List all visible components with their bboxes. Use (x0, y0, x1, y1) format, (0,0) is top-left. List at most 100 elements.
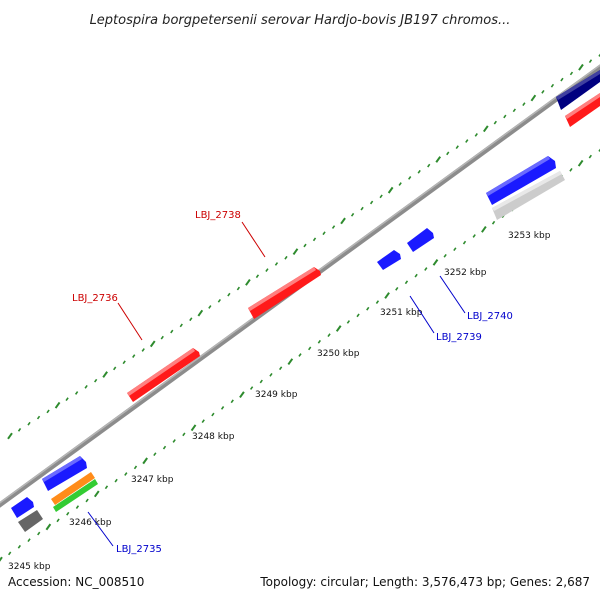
tick-mark (588, 154, 592, 159)
tick-mark (56, 518, 60, 523)
tick-mark (220, 406, 225, 410)
tick-mark (491, 220, 496, 225)
tick-mark (182, 432, 186, 437)
tick-mark (395, 287, 399, 291)
tick-mark (427, 163, 431, 168)
tick-mark (179, 323, 183, 328)
gene-label-lbj2736[interactable]: LBJ_2736 (72, 293, 118, 304)
tick-mark (93, 490, 100, 498)
tick-mark (54, 401, 61, 409)
tick-mark (255, 274, 260, 279)
tick-mark (369, 200, 374, 205)
tick-mark (17, 427, 22, 432)
gene-lightgray-right[interactable] (492, 171, 565, 220)
tick-mark (104, 485, 109, 490)
tick-mark (85, 498, 89, 503)
tick-mark (189, 317, 193, 322)
tick-mark (208, 305, 212, 309)
accession-text: Accession: NC_008510 (8, 575, 144, 589)
kbp-label: 3249 kbp (255, 390, 298, 400)
tick-mark (292, 248, 299, 256)
label-leaders (87, 221, 466, 547)
tick-mark (153, 452, 157, 457)
tick-mark (230, 399, 234, 404)
tick-mark (298, 353, 302, 357)
tick-mark (408, 176, 412, 180)
gene-features (11, 70, 600, 532)
tick-mark (245, 278, 251, 286)
tick-mark (462, 240, 467, 245)
tick-mark (236, 286, 241, 291)
gene-orange[interactable] (51, 472, 95, 505)
tick-mark (493, 120, 497, 125)
tick-mark (308, 346, 312, 351)
gene-lbj2736[interactable] (127, 348, 200, 402)
tick-mark (27, 421, 31, 426)
gene-gray-left[interactable] (18, 510, 43, 532)
tick-mark (114, 478, 118, 483)
gene-lbj2738[interactable] (248, 267, 321, 319)
kbp-label: 3246 kbp (69, 518, 112, 528)
kbp-label: 3248 kbp (192, 432, 235, 442)
tick-mark (172, 439, 176, 443)
tick-mark (335, 325, 342, 332)
gene-blue-right-large[interactable] (486, 156, 556, 205)
gene-blue-left-small[interactable] (11, 497, 34, 518)
tick-mark (269, 372, 273, 377)
kbp-scale-labels: 3245 kbp 3246 kbp 3247 kbp 3248 kbp 3249… (8, 231, 551, 572)
tick-mark (472, 234, 476, 238)
tick-mark (327, 333, 331, 338)
tick-mark (75, 505, 80, 509)
tick-mark (443, 253, 447, 258)
kbp-label: 3247 kbp (131, 475, 174, 485)
gene-label-lbj2739[interactable]: LBJ_2739 (436, 332, 482, 343)
gene-lbj2740[interactable] (407, 228, 434, 252)
tick-mark (93, 378, 98, 383)
tick-mark (577, 159, 584, 167)
gene-navy-top-right[interactable] (556, 70, 600, 110)
tick-mark (474, 133, 478, 137)
tick-mark (331, 225, 336, 229)
tick-mark (36, 415, 41, 420)
tick-mark (46, 409, 50, 414)
tick-mark (201, 419, 205, 423)
tick-mark (588, 59, 593, 64)
gene-label-lbj2735[interactable]: LBJ_2735 (116, 544, 162, 555)
kbp-label: 3251 kbp (380, 308, 423, 318)
tick-mark (132, 354, 136, 358)
tick-mark (284, 255, 288, 260)
tick-mark (65, 397, 69, 401)
tick-mark (133, 465, 138, 470)
tick-mark (550, 83, 555, 88)
gene-label-lbj2740[interactable]: LBJ_2740 (467, 311, 513, 322)
gene-lbj2739[interactable] (377, 250, 401, 270)
tick-mark (569, 167, 573, 172)
tick-mark (522, 102, 526, 107)
tick-mark (598, 148, 600, 152)
gene-lbj2735[interactable] (42, 456, 87, 491)
tick-mark (414, 273, 418, 278)
tick-mark (197, 309, 204, 317)
tick-mark (312, 237, 317, 242)
tick-mark (239, 391, 245, 399)
tick-mark (541, 90, 545, 94)
tick-mark (45, 523, 52, 531)
kbp-label: 3250 kbp (317, 349, 360, 359)
gene-labels: LBJ_2736 LBJ_2738 LBJ_2735 LBJ_2739 LBJ_… (72, 210, 513, 555)
tick-mark (453, 247, 457, 252)
gene-green[interactable] (53, 479, 98, 512)
tick-mark (481, 225, 487, 233)
tick-mark (446, 151, 450, 156)
gene-red-top-right[interactable] (565, 93, 600, 127)
tick-mark (424, 267, 428, 271)
kbp-label: 3253 kbp (508, 231, 551, 241)
tick-mark (287, 358, 294, 365)
gene-label-lbj2738[interactable]: LBJ_2738 (195, 210, 241, 221)
tick-mark (84, 384, 88, 389)
kbp-label: 3252 kbp (444, 268, 487, 278)
tick-mark (417, 169, 421, 174)
tick-mark (0, 556, 3, 562)
tick-mark (27, 538, 31, 543)
tick-mark (346, 320, 351, 324)
